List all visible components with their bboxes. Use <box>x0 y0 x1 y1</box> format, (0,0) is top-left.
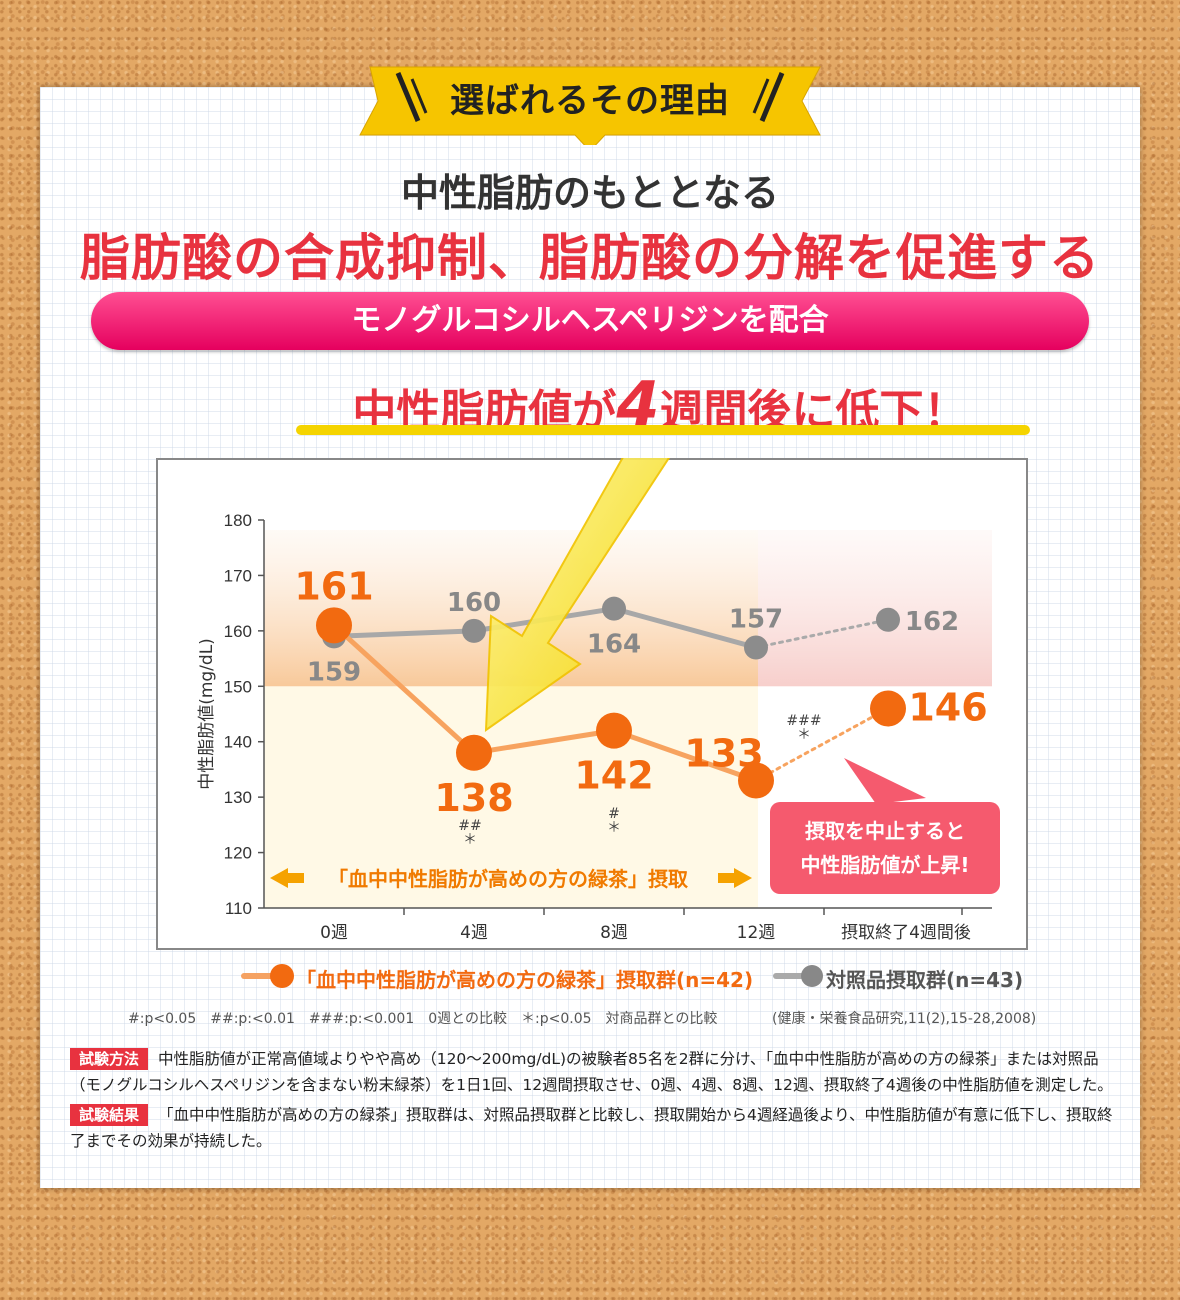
orange-line-dotted <box>754 706 890 783</box>
zone-pink-upper <box>758 530 992 687</box>
gray-label-4: 162 <box>905 607 959 637</box>
ingredient-pill: モノグルコシルヘスペリジンを配合 <box>91 292 1089 350</box>
result-text: 「血中中性脂肪が高めの方の緑茶」摂取群は、対照品摂取群と比較し、摂取開始から4週… <box>70 1106 1113 1150</box>
legend-gray: 対照品摂取群(n=43) <box>772 962 1023 996</box>
gray-line-seg-2 <box>613 606 757 650</box>
result-block: 試験結果 「血中中性脂肪が高めの方の緑茶」摂取群は、対照品摂取群と比較し、摂取開始… <box>70 1102 1120 1154</box>
y-tick-label-130: 130 <box>224 788 252 807</box>
legend-orange-label: 「血中中性脂肪が高めの方の緑茶」摂取群(n=42) <box>296 968 754 992</box>
orange-label-0: 161 <box>294 564 373 608</box>
legend-gray-marker <box>773 965 823 987</box>
gray-label-0: 159 <box>307 657 361 687</box>
highlight-arrow-icon <box>484 458 671 732</box>
y-tick-label-110: 110 <box>225 899 252 918</box>
orange-point-4 <box>870 690 906 727</box>
x-tick-label-4: 摂取終了4週間後 <box>841 923 971 943</box>
callout-tail <box>844 758 926 804</box>
gray-label-3: 157 <box>729 604 783 634</box>
ribbon-shape <box>359 66 821 145</box>
result-tag: 試験結果 <box>70 1104 149 1126</box>
reason-ribbon: 選ばれるその理由 <box>350 55 830 145</box>
intake-period-label: 「血中中性脂肪が高めの方の緑茶」摂取 <box>328 867 688 891</box>
gray-point-1 <box>462 618 486 643</box>
legend-gray-label: 対照品摂取群(n=43) <box>826 968 1024 992</box>
y-tick-label-120: 120 <box>224 844 252 863</box>
sig-mark-2-1: ＊ <box>607 820 621 836</box>
x-tick-label-0: 0週 <box>320 923 348 943</box>
orange-point-3 <box>738 762 774 799</box>
sig-mark-3-0: ### <box>786 713 821 729</box>
headline-line1: 中性脂肪のもととなる <box>400 171 780 215</box>
y-tick-label-150: 150 <box>224 677 252 696</box>
x-tick-label-3: 12週 <box>737 923 776 943</box>
legend-orange-marker <box>241 964 294 988</box>
gray-line-dotted <box>754 618 890 649</box>
orange-line-seg-2 <box>613 728 757 783</box>
headline-line2: 脂肪酸の合成抑制、脂肪酸の分解を促進する <box>80 229 1100 287</box>
y-tick-label-160: 160 <box>224 622 252 641</box>
method-block: 試験方法 中性脂肪値が正常高値域よりやや高め（120～200mg/dL)の被験者8… <box>70 1046 1120 1098</box>
sig-mark-2-0: # <box>608 806 620 822</box>
orange-point-0 <box>316 607 352 644</box>
gray-point-3 <box>744 635 768 660</box>
gray-point-2 <box>602 596 626 621</box>
sig-mark-1-0: ## <box>458 818 481 834</box>
y-tick-label-140: 140 <box>224 733 252 752</box>
orange-label-3: 133 <box>684 732 763 776</box>
orange-label-4: 146 <box>908 685 987 729</box>
gray-line-seg-0 <box>333 628 475 639</box>
y-tick-label-170: 170 <box>224 566 252 585</box>
callout-line1: 摂取を中止すると <box>805 819 965 843</box>
headline-underline <box>296 425 1030 435</box>
legend-orange: 「血中中性脂肪が高めの方の緑茶」摂取群(n=42) <box>240 962 753 996</box>
orange-point-2 <box>596 712 632 749</box>
sig-mark-1-1: ＊ <box>463 832 477 848</box>
orange-point-1 <box>456 734 492 771</box>
arrow-left-icon <box>270 868 304 888</box>
source-note: (健康・栄養食品研究,11(2),15-28,2008) <box>772 1011 1037 1027</box>
y-axis-label: 中性脂肪値(mg/dL) <box>197 638 217 790</box>
gray-label-1: 160 <box>447 588 501 618</box>
chart-legend: 「血中中性脂肪が高めの方の緑茶」摂取群(n=42) 対照品摂取群(n=43) <box>0 962 1180 992</box>
significance-note: #:p<0.05 ##:p:<0.01 ###:p:<0.001 0週との比較 … <box>128 1011 718 1027</box>
x-tick-label-1: 4週 <box>460 923 488 943</box>
zone-normal-high <box>264 686 758 908</box>
orange-label-2: 142 <box>574 754 653 798</box>
arrow-right-icon <box>718 868 752 888</box>
y-tick-label-180: 180 <box>224 511 252 530</box>
triglyceride-chart: 110 120 130 140 150 160 170 180 0週 4週 8週 12週 摂取終了4週間… <box>197 458 1000 943</box>
callout-box <box>770 802 1000 894</box>
x-tick-label-2: 8週 <box>600 923 628 943</box>
callout-line2: 中性脂肪値が上昇! <box>800 853 969 877</box>
ribbon-title: 選ばれるその理由 <box>450 81 730 121</box>
method-text: 中性脂肪値が正常高値域よりやや高め（120～200mg/dL)の被験者85名を2… <box>70 1050 1113 1094</box>
orange-line-seg-0 <box>332 623 476 755</box>
gray-label-2: 164 <box>587 630 641 660</box>
orange-line-seg-1 <box>473 728 615 756</box>
method-tag: 試験方法 <box>70 1048 149 1070</box>
orange-label-1: 138 <box>434 776 513 820</box>
gray-point-4 <box>876 607 900 632</box>
sig-mark-3-1: ＊ <box>797 727 811 743</box>
